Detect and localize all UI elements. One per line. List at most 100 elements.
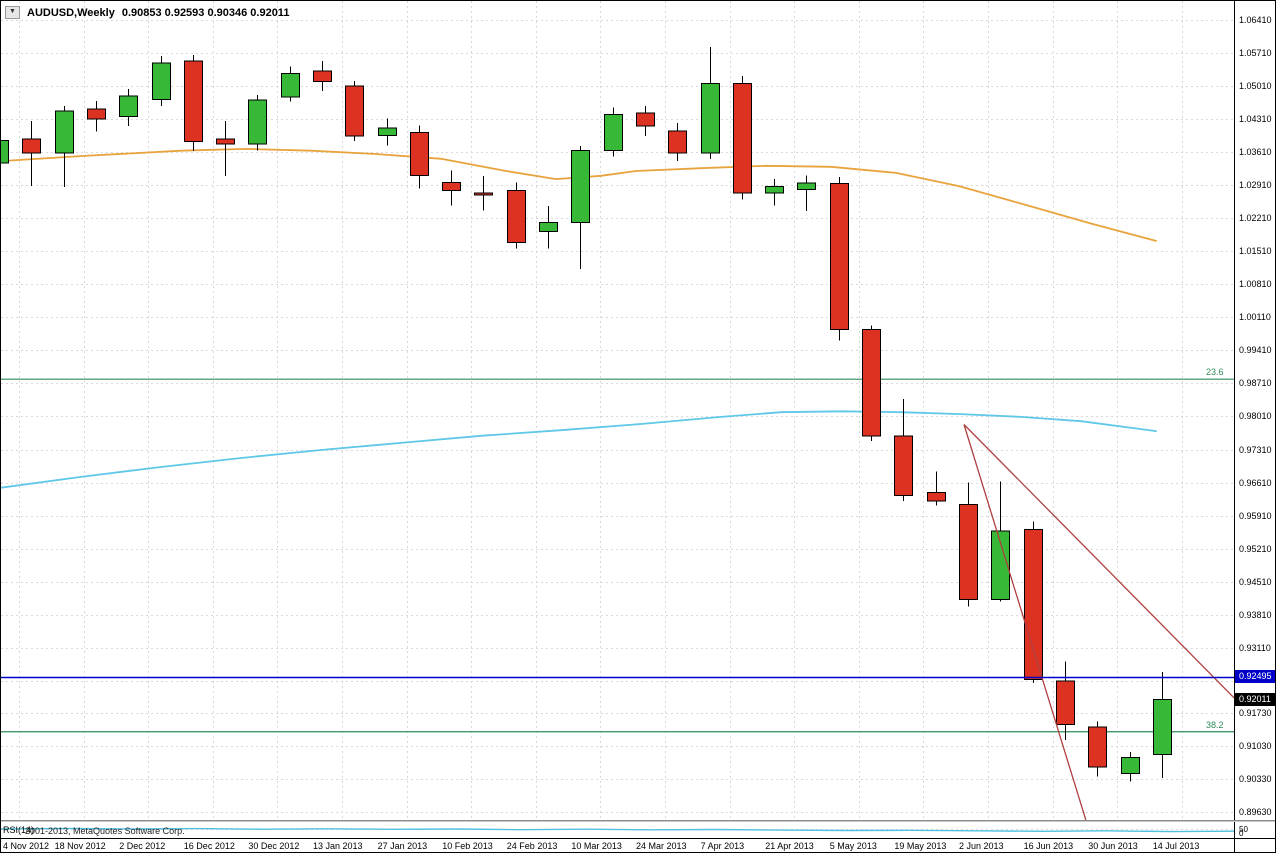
candle-body bbox=[701, 83, 720, 154]
price-axis-label: 0.98710 bbox=[1239, 378, 1272, 389]
date-axis-label: 30 Jun 2013 bbox=[1088, 841, 1138, 851]
price-axis[interactable]: 0.92495 0.92011 1.06410 1.05710 1.05010 1.0… bbox=[1234, 1, 1275, 852]
copyright-text: 2001-2013, MetaQuotes Software Corp. bbox=[25, 826, 185, 836]
date-axis-label: 2 Dec 2012 bbox=[119, 841, 166, 851]
axis-separator-line bbox=[1, 838, 1275, 839]
date-axis-label: 10 Feb 2013 bbox=[442, 841, 493, 851]
candle-body bbox=[1056, 680, 1075, 726]
moving-average-line bbox=[1, 147, 1157, 242]
candle-body bbox=[927, 492, 946, 502]
price-axis-label: 1.05710 bbox=[1239, 48, 1272, 59]
price-axis-label: 0.98010 bbox=[1239, 411, 1272, 422]
price-axis-label: 0.90330 bbox=[1239, 773, 1272, 784]
price-axis-label: 1.06410 bbox=[1239, 15, 1272, 25]
date-axis-label: 19 May 2013 bbox=[894, 841, 947, 851]
candle-body bbox=[1, 139, 9, 164]
date-axis-label: 14 Jul 2013 bbox=[1152, 841, 1200, 851]
price-axis-label: 0.91730 bbox=[1239, 707, 1272, 718]
date-axis-label: 21 Apr 2013 bbox=[765, 841, 814, 851]
symbol-timeframe-label: AUDUSD,Weekly bbox=[27, 6, 115, 19]
candle-body bbox=[765, 186, 784, 194]
price-axis-label: 0.95910 bbox=[1239, 510, 1272, 521]
rsi-chart[interactable] bbox=[1, 822, 1234, 837]
candle-body bbox=[313, 70, 332, 82]
candle-body bbox=[248, 99, 267, 145]
price-axis-label: 1.03610 bbox=[1239, 147, 1272, 158]
candle-body bbox=[1088, 726, 1107, 768]
date-axis[interactable]: 4 Nov 2012 18 Nov 2012 2 Dec 2012 16 Dec 20… bbox=[1, 840, 1234, 852]
price-axis-label: 0.91030 bbox=[1239, 740, 1272, 751]
candle-body bbox=[1024, 528, 1043, 680]
price-axis-label: 1.01510 bbox=[1239, 246, 1272, 257]
hline-price-badge: 0.92495 bbox=[1235, 669, 1275, 683]
candle-body bbox=[571, 150, 590, 223]
rsi-indicator-label: RSI(14) bbox=[3, 825, 35, 835]
moving-average-line bbox=[1, 410, 1157, 489]
date-axis-label: 30 Dec 2012 bbox=[248, 841, 300, 851]
date-axis-label: 5 May 2013 bbox=[829, 841, 877, 851]
date-axis-label: 10 Mar 2013 bbox=[571, 841, 622, 851]
pane-splitter[interactable] bbox=[1, 820, 1275, 822]
candle-body bbox=[55, 110, 74, 154]
date-axis-label: 4 Nov 2012 bbox=[3, 841, 50, 851]
candle-body bbox=[959, 504, 978, 601]
rsi-pane[interactable]: RSI(14) 2001-2013, MetaQuotes Software C… bbox=[1, 822, 1234, 838]
date-axis-label: 27 Jan 2013 bbox=[377, 841, 428, 851]
date-axis-label: 24 Feb 2013 bbox=[506, 841, 558, 851]
candle-body bbox=[894, 435, 913, 497]
rsi-line bbox=[1, 827, 1234, 833]
price-axis-label: 0.97310 bbox=[1239, 444, 1272, 455]
fib-level-label-382: 38.2 bbox=[1206, 719, 1224, 730]
date-axis-label: 24 Mar 2013 bbox=[636, 841, 687, 851]
price-axis-label: 0.95210 bbox=[1239, 543, 1272, 554]
trendline[interactable] bbox=[963, 424, 1087, 821]
candle-body bbox=[152, 62, 171, 100]
symbol-info: ▼ AUDUSD,Weekly 0.90853 0.92593 0.90346 … bbox=[5, 6, 289, 19]
candle-body bbox=[1121, 757, 1140, 775]
price-axis-label: 0.89630 bbox=[1239, 807, 1272, 817]
date-axis-label: 2 Jun 2013 bbox=[959, 841, 1004, 851]
candle-body bbox=[378, 127, 397, 137]
candle-body bbox=[1153, 699, 1172, 755]
candle-body bbox=[184, 60, 203, 142]
price-axis-label: 1.05010 bbox=[1239, 81, 1272, 92]
candle-body bbox=[345, 85, 364, 137]
price-axis-label: 1.02210 bbox=[1239, 213, 1272, 224]
symbol-dropdown-button[interactable]: ▼ bbox=[5, 6, 20, 19]
candle-body bbox=[442, 181, 461, 191]
chart-main-pane: ▼ AUDUSD,Weekly 0.90853 0.92593 0.90346 … bbox=[1, 1, 1234, 820]
candle-body bbox=[281, 72, 300, 98]
candlestick-chart[interactable] bbox=[1, 1, 1234, 820]
date-axis-label: 18 Nov 2012 bbox=[54, 841, 106, 851]
price-axis-label: 1.00110 bbox=[1239, 312, 1271, 323]
candle-body bbox=[862, 329, 881, 437]
candle-body bbox=[668, 130, 687, 154]
candle-body bbox=[539, 222, 558, 232]
price-axis-label: 0.96610 bbox=[1239, 477, 1272, 488]
bid-price-badge: 0.92011 bbox=[1235, 692, 1275, 706]
price-axis-label: 0.93810 bbox=[1239, 609, 1272, 620]
date-axis-label: 13 Jan 2013 bbox=[313, 841, 363, 851]
date-axis-label: 16 Jun 2013 bbox=[1023, 841, 1074, 851]
rsi-scale-label: 0 bbox=[1239, 829, 1244, 838]
candle-body bbox=[474, 192, 493, 196]
candle-body bbox=[733, 83, 752, 194]
candle-body bbox=[22, 138, 41, 154]
price-axis-label: 1.00810 bbox=[1239, 279, 1272, 290]
date-axis-label: 7 Apr 2013 bbox=[700, 841, 745, 851]
candle-body bbox=[797, 182, 816, 190]
trendline[interactable] bbox=[963, 424, 1234, 699]
candle-body bbox=[410, 131, 429, 176]
candle-body bbox=[119, 95, 138, 117]
rsi-scale-label: 50 bbox=[1239, 824, 1248, 834]
price-axis-label: 0.99410 bbox=[1239, 345, 1272, 356]
candle-body bbox=[991, 530, 1010, 601]
candle-body bbox=[87, 108, 106, 120]
price-axis-label: 0.94510 bbox=[1239, 576, 1272, 587]
candle-body bbox=[636, 112, 655, 127]
date-axis-label: 16 Dec 2012 bbox=[183, 841, 235, 851]
ohlc-values: 0.90853 0.92593 0.90346 0.92011 bbox=[121, 6, 290, 19]
price-axis-label: 1.02910 bbox=[1239, 180, 1272, 191]
candle-body bbox=[507, 189, 526, 243]
